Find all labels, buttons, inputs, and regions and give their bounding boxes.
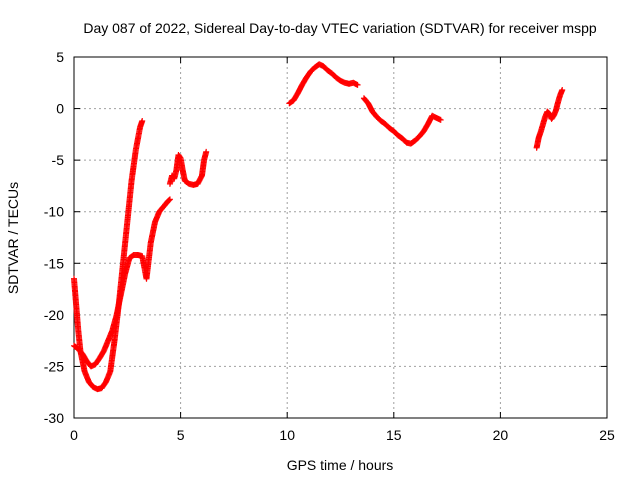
x-tick-label: 20 xyxy=(493,427,509,443)
plot-frame xyxy=(73,56,608,419)
y-tick-label: -5 xyxy=(52,152,65,168)
axis-ticks: 0 5 10 15 20 25 5 0 -5 -10 -15 -20 -25 -30 xyxy=(44,49,615,443)
y-tick-label: 5 xyxy=(56,49,64,65)
series-arc-3 xyxy=(166,148,210,188)
series-arc-4 xyxy=(286,61,361,107)
y-tick-label: -20 xyxy=(44,307,64,323)
y-tick-label: -10 xyxy=(44,204,64,220)
y-tick-label: -30 xyxy=(44,410,64,426)
y-axis-label: SDTVAR / TECUs xyxy=(5,182,21,294)
data-point xyxy=(203,148,210,155)
data-points xyxy=(71,61,566,393)
data-point xyxy=(354,81,361,88)
data-point xyxy=(139,117,146,124)
x-axis-label: GPS time / hours xyxy=(287,457,394,473)
x-tick-label: 25 xyxy=(599,427,615,443)
x-tick-label: 15 xyxy=(386,427,402,443)
y-tick-label: 0 xyxy=(56,101,64,117)
x-tick-label: 5 xyxy=(177,427,185,443)
series-arc-5 xyxy=(360,95,444,147)
grid-lines xyxy=(74,57,607,418)
series-arc-6 xyxy=(533,87,566,151)
x-tick-label: 10 xyxy=(279,427,295,443)
x-tick-label: 0 xyxy=(70,427,78,443)
y-tick-label: -15 xyxy=(44,255,64,271)
data-point-trace xyxy=(166,197,173,204)
data-point xyxy=(437,116,444,123)
chart-title: Day 087 of 2022, Sidereal Day-to-day VTE… xyxy=(83,20,596,36)
series-arc-2 xyxy=(71,196,173,370)
y-tick-label: -25 xyxy=(44,358,64,374)
data-point xyxy=(166,196,173,203)
data-point xyxy=(559,87,566,94)
